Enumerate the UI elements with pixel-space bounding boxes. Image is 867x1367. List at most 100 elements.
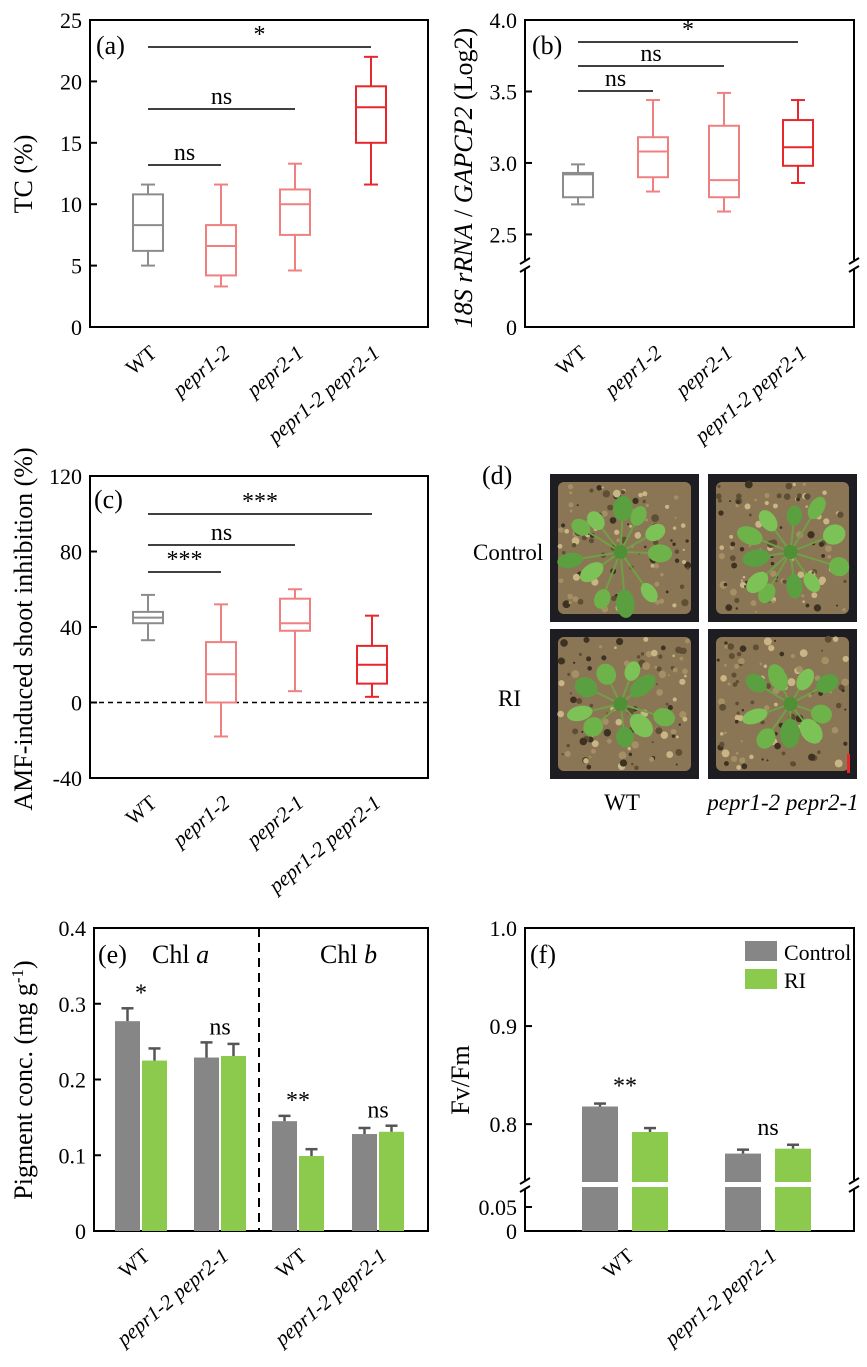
soil-grain bbox=[734, 597, 740, 604]
soil-grain bbox=[735, 679, 740, 684]
soil-grain bbox=[564, 528, 570, 534]
soil-grain bbox=[779, 526, 783, 529]
panel-e-ylabel-main: Pigment conc. (mg g bbox=[9, 983, 38, 1200]
soil-grain bbox=[841, 678, 849, 687]
bar-ri bbox=[221, 1056, 246, 1231]
panel-b-label: (b) bbox=[532, 31, 562, 60]
panel-a-significance: ns ns * bbox=[148, 22, 371, 166]
soil-grain bbox=[744, 480, 753, 489]
significance-label: *** bbox=[167, 547, 203, 573]
soil-grain bbox=[602, 490, 611, 498]
panel-e-pigment-chart: (e) Chl a Chl b Pigment conc. (mg g-1) 0… bbox=[8, 916, 429, 1352]
soil-grain bbox=[724, 644, 729, 649]
axis-break-mark-left bbox=[519, 265, 531, 273]
category-label: pepr1-2 bbox=[166, 790, 234, 853]
bar-control bbox=[272, 1121, 297, 1231]
soil-grain bbox=[740, 740, 743, 743]
panel-e-label: (e) bbox=[98, 940, 127, 969]
leaf bbox=[653, 708, 675, 727]
bar-ri bbox=[142, 1060, 167, 1231]
soil-grain bbox=[827, 555, 832, 559]
photo-wt-control bbox=[550, 474, 699, 622]
soil-grain bbox=[661, 733, 664, 736]
soil-grain bbox=[685, 638, 690, 644]
leaf bbox=[596, 663, 617, 685]
leaf bbox=[767, 664, 788, 691]
soil-grain bbox=[720, 732, 724, 736]
soil-grain bbox=[805, 505, 808, 508]
panel-e-ylabel: Pigment conc. (mg g-1) bbox=[8, 960, 38, 1199]
soil-grain bbox=[818, 541, 825, 547]
leaf bbox=[745, 673, 767, 693]
panel-b-frame bbox=[524, 19, 855, 328]
soil-grain bbox=[796, 665, 803, 673]
bar-ri bbox=[775, 1148, 811, 1231]
soil-grain bbox=[675, 735, 679, 739]
panel-b-yticks: 0 2.5 3.0 3.5 4.0 bbox=[490, 8, 532, 340]
soil-grain bbox=[740, 579, 743, 582]
soil-grain bbox=[645, 518, 649, 522]
soil-grain bbox=[841, 688, 845, 693]
soil-grain bbox=[674, 516, 677, 519]
legend-control-swatch bbox=[745, 941, 777, 961]
soil-grain bbox=[638, 492, 643, 498]
soil-grain bbox=[718, 510, 724, 516]
soil-grain bbox=[558, 680, 565, 687]
significance-label: ns bbox=[640, 41, 661, 67]
soil-grain bbox=[567, 593, 573, 600]
soil-grain bbox=[672, 697, 677, 702]
soil-grain bbox=[642, 491, 648, 497]
soil-grain bbox=[586, 764, 592, 770]
soil-grain bbox=[589, 755, 592, 759]
panel-f-axis-break bbox=[519, 1177, 860, 1193]
soil-grain bbox=[589, 488, 594, 493]
category-label: pepr1-2 bbox=[598, 340, 666, 403]
soil-grain bbox=[817, 750, 821, 755]
soil-grain bbox=[727, 643, 735, 650]
ytick-label: 0.4 bbox=[59, 916, 87, 941]
soil-grain bbox=[729, 588, 737, 596]
soil-grain bbox=[579, 737, 588, 746]
leaf bbox=[737, 526, 763, 546]
category-label: WT bbox=[598, 1243, 639, 1282]
ytick-label: 0 bbox=[506, 315, 517, 340]
box-iqr bbox=[279, 188, 311, 236]
axis-break-mark-left bbox=[519, 1185, 531, 1193]
soil-grain bbox=[729, 500, 732, 503]
rosette-center bbox=[783, 697, 798, 711]
soil-grain bbox=[783, 493, 791, 501]
leaf bbox=[566, 705, 593, 722]
leaf bbox=[629, 713, 653, 738]
soil-grain bbox=[567, 672, 571, 676]
leaf bbox=[822, 524, 846, 545]
panel-d-col-wt: WT bbox=[604, 790, 640, 815]
panel-f-frame bbox=[524, 927, 855, 1232]
panel-c-inhibition-chart: (c) AMF-induced shoot inhibition (%) -40… bbox=[9, 447, 429, 899]
soil-grain bbox=[825, 545, 832, 553]
chl-b-prefix: Chl bbox=[320, 940, 364, 969]
bar-ri bbox=[299, 1156, 324, 1231]
ytick-label: 0.05 bbox=[479, 1195, 518, 1220]
soil-grain bbox=[719, 741, 725, 747]
box-iqr bbox=[355, 85, 387, 144]
soil-grain bbox=[672, 667, 678, 673]
ytick-label: 0 bbox=[506, 1219, 517, 1244]
leaf bbox=[796, 668, 815, 691]
panel-d-photos: (d) Control RI WT pepr1-2 pepr2-1 bbox=[473, 461, 859, 815]
soil-grain bbox=[637, 531, 640, 535]
panel-f-bars: ** ns bbox=[582, 1074, 811, 1231]
panel-d-row-ri: RI bbox=[498, 686, 521, 711]
panel-b-expression-chart: (b) 18S rRNA / GAPCP2 (Log2) 0 2.5 3.0 3.5 4… bbox=[449, 8, 860, 449]
panel-e-group-chl-b: Chl b bbox=[320, 940, 377, 969]
soil-grain bbox=[805, 603, 810, 608]
leaf bbox=[557, 552, 583, 569]
soil-grain bbox=[577, 598, 584, 605]
soil-grain bbox=[636, 655, 641, 659]
soil-grain bbox=[842, 608, 846, 612]
soil-grain bbox=[763, 637, 772, 646]
soil-grain bbox=[589, 703, 594, 708]
soil-grain bbox=[754, 610, 758, 613]
soil-grain bbox=[771, 600, 775, 604]
